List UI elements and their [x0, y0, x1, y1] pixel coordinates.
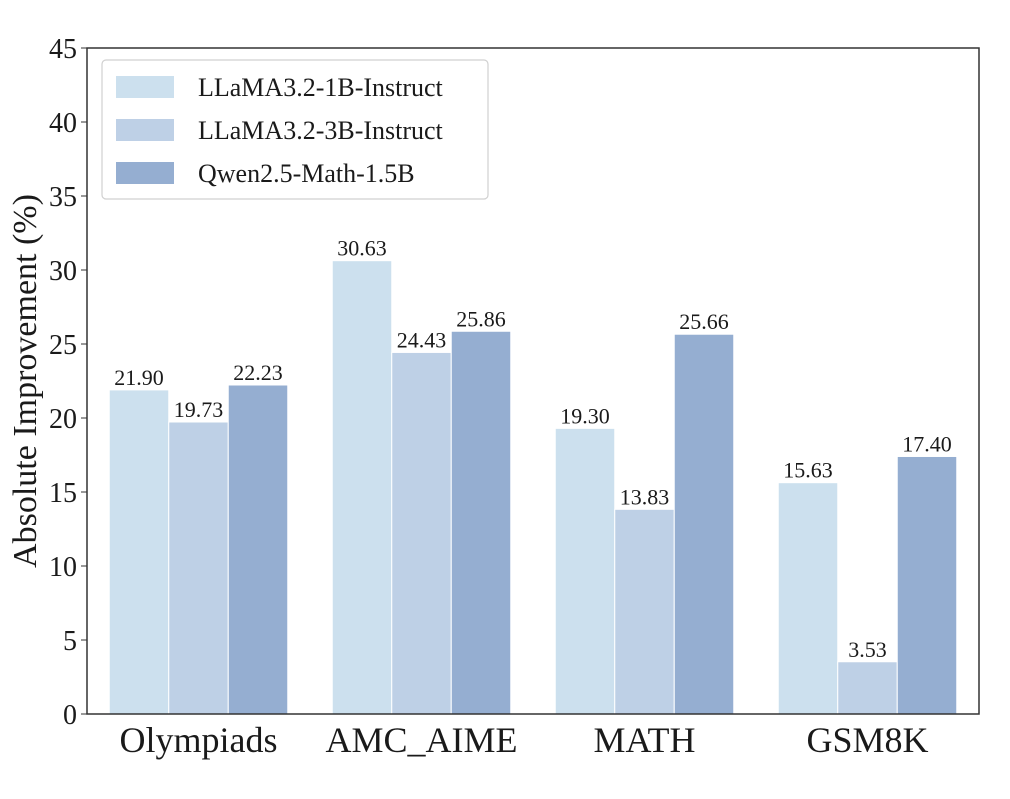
legend-swatch	[116, 76, 174, 98]
bar	[450, 330, 512, 715]
bar	[673, 333, 735, 715]
data-label: 3.53	[848, 637, 887, 662]
x-tick-label: GSM8K	[806, 720, 928, 760]
y-axis-ticks: 0 5 10 15 20 25 30 35 40 45	[49, 34, 87, 731]
y-tick-label: 30	[49, 256, 77, 287]
legend-label: Qwen2.5-Math-1.5B	[198, 159, 415, 188]
x-tick-label: Olympiads	[120, 720, 278, 760]
bar	[896, 455, 958, 715]
y-axis-label: Absolute Improvement (%)	[7, 194, 44, 568]
y-tick-label: 0	[63, 700, 77, 731]
bar	[108, 389, 170, 715]
legend-label: LLaMA3.2-3B-Instruct	[198, 116, 444, 145]
bar	[227, 384, 289, 715]
y-tick-label: 10	[49, 552, 77, 583]
data-label: 15.63	[783, 458, 833, 483]
y-tick-label: 25	[49, 330, 77, 361]
y-tick-label: 45	[49, 34, 77, 65]
data-label: 13.83	[620, 484, 670, 509]
bar	[391, 351, 452, 715]
legend-swatch	[116, 119, 174, 141]
y-tick-label: 5	[63, 626, 77, 657]
legend-swatch	[116, 162, 174, 184]
bar	[614, 508, 675, 715]
bars-layer	[108, 260, 958, 715]
y-tick-label: 35	[49, 182, 77, 213]
bar	[837, 661, 898, 715]
x-tick-label: MATH	[593, 720, 695, 760]
data-label: 21.90	[114, 365, 164, 390]
y-tick-label: 40	[49, 108, 77, 139]
data-label: 17.40	[902, 431, 952, 456]
data-label: 24.43	[397, 327, 447, 352]
legend: LLaMA3.2-1B-Instruct LLaMA3.2-3B-Instruct…	[101, 59, 489, 200]
x-tick-label: AMC_AIME	[325, 720, 517, 760]
bar	[331, 260, 393, 715]
bar	[168, 421, 229, 715]
data-label: 30.63	[337, 236, 387, 261]
legend-frame	[101, 59, 489, 200]
data-label: 25.66	[679, 309, 729, 334]
data-label: 25.86	[456, 306, 506, 331]
data-label: 19.73	[174, 397, 224, 422]
plot-frame	[86, 47, 980, 715]
legend-items: LLaMA3.2-1B-Instruct LLaMA3.2-3B-Instruct…	[116, 73, 444, 188]
legend-label: LLaMA3.2-1B-Instruct	[198, 73, 444, 102]
data-label: 22.23	[233, 360, 283, 385]
data-labels-layer: 21.90 19.73 22.23 30.63 24.43 25.86 19.30 13.83…	[114, 236, 952, 662]
bar	[554, 427, 616, 715]
data-label: 19.30	[560, 403, 610, 428]
y-tick-label: 20	[49, 404, 77, 435]
bar	[777, 482, 839, 715]
y-tick-label: 15	[49, 478, 77, 509]
x-axis-ticks: Olympiads AMC_AIME MATH GSM8K	[120, 720, 929, 760]
